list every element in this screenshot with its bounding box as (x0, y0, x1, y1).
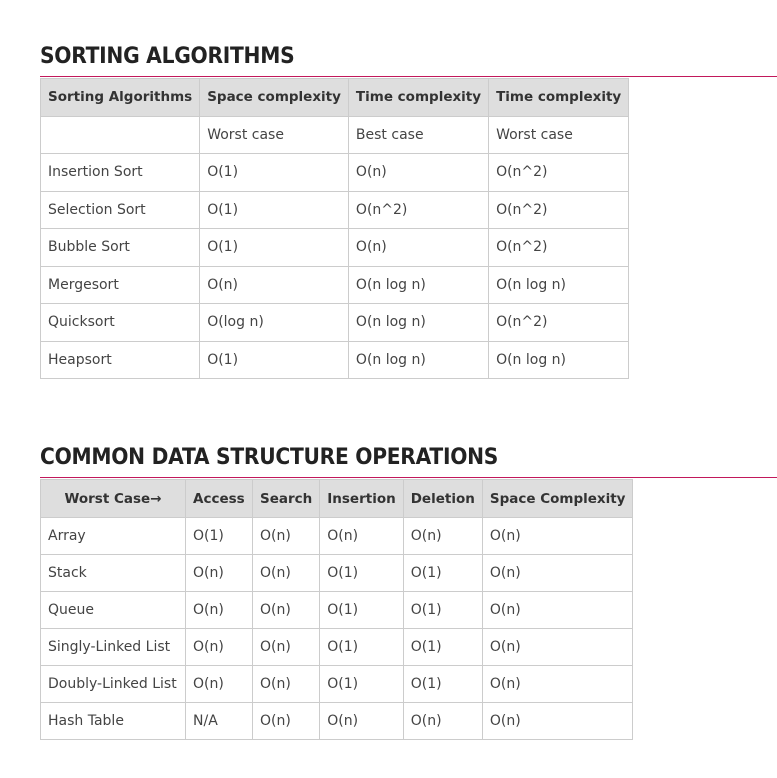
table-row: Bubble Sort O(1) O(n) O(n^2) (39, 228, 630, 267)
table-cell: O(n) (251, 554, 321, 592)
table-cell: Mergesort (39, 265, 201, 304)
column-header: Deletion (402, 479, 483, 518)
table-cell: O(n) (319, 517, 404, 555)
column-header: Worst Case→ (40, 479, 186, 518)
table-cell: O(n log n) (347, 303, 490, 342)
table-cell: N/A (185, 702, 253, 740)
table-cell: Stack (40, 554, 186, 592)
table-cell: O(n) (251, 517, 321, 555)
table-cell: O(n) (319, 702, 404, 740)
table-cell (39, 115, 201, 154)
data-structures-title-rule (40, 477, 777, 478)
table-cell: O(n^2) (488, 153, 630, 192)
table-cell: O(n) (251, 665, 321, 703)
table-cell: O(1) (319, 628, 404, 666)
table-row: Mergesort O(n) O(n log n) O(n log n) (39, 265, 630, 304)
table-cell: Hash Table (40, 702, 186, 740)
table-cell: O(n) (481, 591, 634, 629)
table-cell: O(n) (402, 517, 483, 555)
table-cell: O(n log n) (347, 265, 490, 304)
table-row: Stack O(n) O(n) O(1) O(1) O(n) (40, 554, 634, 592)
table-cell: O(1) (402, 591, 483, 629)
column-header: Insertion (319, 479, 404, 518)
table-cell: O(n) (481, 554, 634, 592)
table-cell: O(n) (481, 628, 634, 666)
data-structures-table: Worst Case→ Access Search Insertion Dele… (40, 479, 634, 740)
table-row: Array O(1) O(n) O(n) O(n) O(n) (40, 517, 634, 555)
table-cell: Array (40, 517, 186, 555)
column-header: Space Complexity (481, 479, 634, 518)
table-cell: O(n^2) (488, 228, 630, 267)
table-cell: O(1) (319, 554, 404, 592)
table-cell: O(n) (185, 591, 253, 629)
column-header: Time complexity (488, 78, 630, 117)
table-cell: O(1) (319, 591, 404, 629)
table-cell: O(n) (251, 591, 321, 629)
sorting-title-rule (40, 76, 777, 77)
table-cell: O(n) (185, 628, 253, 666)
table-cell: O(n^2) (347, 190, 490, 229)
table-cell: Selection Sort (39, 190, 201, 229)
table-cell: O(n log n) (347, 340, 490, 379)
table-cell: O(1) (402, 628, 483, 666)
sorting-subheader-row: Worst case Best case Worst case (39, 115, 630, 154)
table-row: Singly-Linked List O(n) O(n) O(1) O(1) O(n) (40, 628, 634, 666)
column-header: Time complexity (347, 78, 490, 117)
table-cell: Worst case (488, 115, 630, 154)
data-structures-title: COMMON DATA STRUCTURE OPERATIONS (40, 445, 499, 470)
sorting-section: SORTING ALGORITHMS Sorting Algorithms Sp… (39, 44, 777, 379)
data-structures-section: COMMON DATA STRUCTURE OPERATIONS Worst C… (40, 445, 777, 740)
column-header: Search (251, 479, 321, 518)
table-cell: O(n) (199, 265, 349, 304)
table-cell: O(1) (199, 228, 349, 267)
table-cell: O(log n) (199, 303, 349, 342)
column-header: Space complexity (199, 78, 349, 117)
table-cell: Queue (40, 591, 186, 629)
table-cell: O(1) (402, 554, 483, 592)
column-header: Access (185, 479, 253, 518)
table-cell: O(n) (185, 554, 253, 592)
table-cell: O(n) (347, 153, 490, 192)
table-cell: O(1) (185, 517, 253, 555)
table-cell: Worst case (199, 115, 349, 154)
sorting-table: Sorting Algorithms Space complexity Time… (39, 78, 630, 379)
table-row: Hash Table N/A O(n) O(n) O(n) O(n) (40, 702, 634, 740)
table-cell: Doubly-Linked List (40, 665, 186, 703)
sorting-title: SORTING ALGORITHMS (40, 44, 295, 69)
table-cell: O(n) (481, 517, 634, 555)
table-cell: O(1) (402, 665, 483, 703)
column-header: Sorting Algorithms (39, 78, 201, 117)
table-row: Insertion Sort O(1) O(n) O(n^2) (39, 153, 630, 192)
table-cell: O(1) (319, 665, 404, 703)
sorting-header-row: Sorting Algorithms Space complexity Time… (39, 78, 630, 117)
table-cell: O(n) (251, 702, 321, 740)
data-structures-header-row: Worst Case→ Access Search Insertion Dele… (40, 479, 634, 518)
table-cell: O(1) (199, 153, 349, 192)
table-cell: O(n) (481, 702, 634, 740)
table-row: Quicksort O(log n) O(n log n) O(n^2) (39, 303, 630, 342)
table-cell: O(n) (481, 665, 634, 703)
table-row: Selection Sort O(1) O(n^2) O(n^2) (39, 190, 630, 229)
table-row: Heapsort O(1) O(n log n) O(n log n) (39, 340, 630, 379)
table-cell: O(n) (347, 228, 490, 267)
table-cell: O(n log n) (488, 265, 630, 304)
table-cell: Bubble Sort (39, 228, 201, 267)
table-cell: O(n log n) (488, 340, 630, 379)
table-cell: O(n^2) (488, 190, 630, 229)
table-cell: Insertion Sort (39, 153, 201, 192)
table-cell: Best case (347, 115, 490, 154)
table-cell: Quicksort (39, 303, 201, 342)
table-cell: Heapsort (39, 340, 201, 379)
table-cell: O(1) (199, 190, 349, 229)
table-row: Doubly-Linked List O(n) O(n) O(1) O(1) O(n) (40, 665, 634, 703)
table-cell: O(n) (402, 702, 483, 740)
table-row: Queue O(n) O(n) O(1) O(1) O(n) (40, 591, 634, 629)
table-cell: Singly-Linked List (40, 628, 186, 666)
table-cell: O(1) (199, 340, 349, 379)
table-cell: O(n) (251, 628, 321, 666)
table-cell: O(n) (185, 665, 253, 703)
table-cell: O(n^2) (488, 303, 630, 342)
